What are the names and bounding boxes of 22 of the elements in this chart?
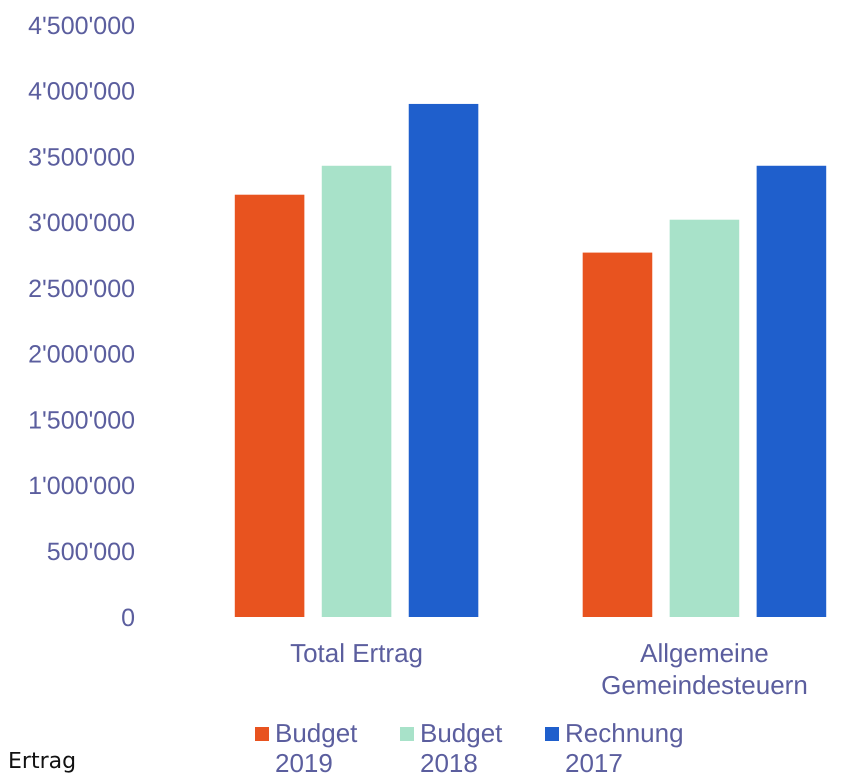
bar [582, 252, 652, 617]
legend-label: Rechnung 2017 [565, 718, 684, 778]
bar [234, 194, 304, 617]
y-tick-label: 4'500'000 [28, 12, 135, 40]
bar [408, 104, 478, 617]
bar [322, 166, 392, 617]
y-tick-label: 2'500'000 [28, 274, 135, 303]
bar [756, 166, 826, 617]
y-tick-label: 3'500'000 [28, 143, 135, 172]
text: Ertrag [8, 749, 76, 774]
y-tick-label: 1'000'000 [28, 472, 135, 500]
x-tick-label: Total Ertrag [290, 638, 424, 668]
y-tick-label: 500'000 [46, 538, 135, 566]
y-tick-label: 3'000'000 [28, 209, 135, 238]
y-tick-label: 2'000'000 [28, 340, 135, 369]
x-tick-label: Allgemeine Gemeindesteuern [601, 638, 808, 700]
y-tick-label: 4'000'000 [28, 78, 135, 106]
y-tick-label: 0 [121, 604, 135, 632]
y-tick-label: 1'500'000 [28, 406, 135, 434]
legend-label: Budget 2019 [275, 718, 358, 778]
legend-label: Budget 2018 [420, 718, 504, 778]
bar [670, 220, 740, 617]
